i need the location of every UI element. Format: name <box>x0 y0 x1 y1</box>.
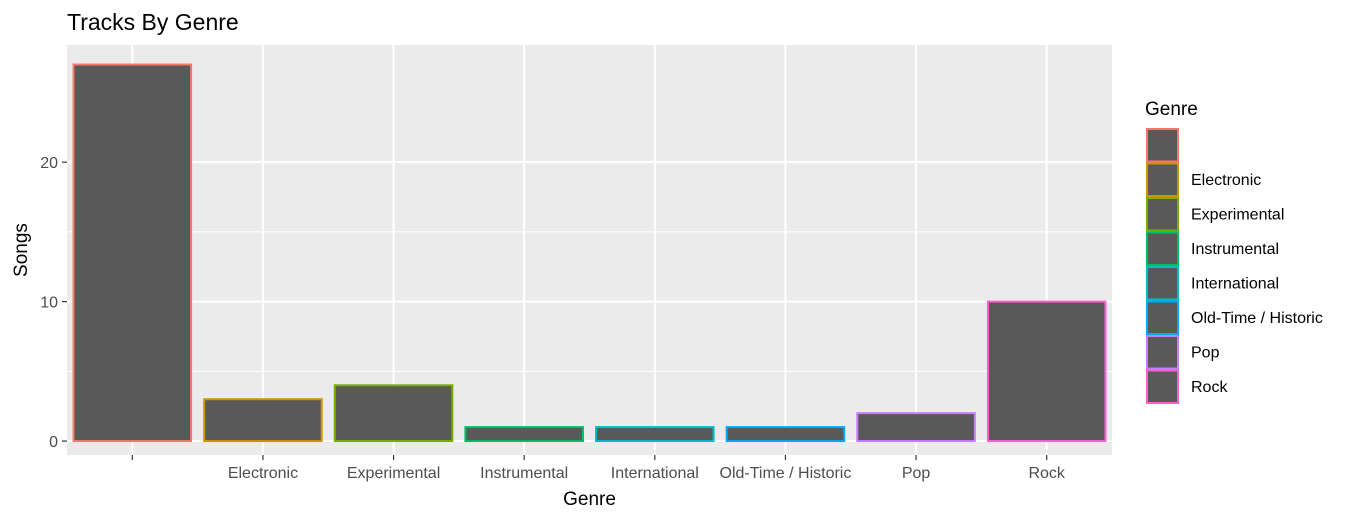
legend-label: Instrumental <box>1191 241 1279 258</box>
y-tick-label: 0 <box>49 434 58 451</box>
legend-title: Genre <box>1145 99 1198 120</box>
legend-label: International <box>1191 275 1279 292</box>
legend-key <box>1146 369 1179 404</box>
legend-label: Old-Time / Historic <box>1191 310 1323 327</box>
legend-key <box>1146 231 1179 266</box>
legend-label: Pop <box>1191 344 1220 361</box>
bar <box>72 63 193 443</box>
legend-label: Experimental <box>1191 206 1284 223</box>
bar <box>203 398 323 443</box>
y-tick-label: 20 <box>40 155 58 172</box>
y-axis: 0 10 20 <box>40 155 67 451</box>
legend-key <box>1146 300 1179 335</box>
x-tick-label: Old-Time / Historic <box>720 465 852 482</box>
legend-label: Electronic <box>1191 172 1261 189</box>
legend-key <box>1146 162 1179 197</box>
y-tick-label: 10 <box>40 295 58 312</box>
legend-key <box>1146 197 1179 232</box>
bar <box>595 426 715 443</box>
bar <box>986 300 1107 443</box>
chart-title: Tracks By Genre <box>67 9 239 35</box>
plot-panel <box>67 45 1112 455</box>
x-tick-label: Instrumental <box>480 465 568 482</box>
bar <box>725 426 846 443</box>
x-tick-label: Electronic <box>228 465 298 482</box>
x-tick-label: International <box>611 465 699 482</box>
legend-key <box>1146 335 1179 370</box>
bar <box>333 384 454 443</box>
bar <box>464 426 584 443</box>
legend-key <box>1146 266 1179 301</box>
legend-label: Rock <box>1191 379 1228 396</box>
bar <box>856 412 976 443</box>
x-tick-label: Rock <box>1028 465 1065 482</box>
legend-key <box>1146 128 1179 163</box>
x-tick-label: Pop <box>902 465 931 482</box>
x-axis-title: Genre <box>563 489 616 510</box>
bars-group <box>72 63 1107 443</box>
x-tick-label: Experimental <box>347 465 440 482</box>
x-axis: Electronic Experimental Instrumental Intern… <box>131 455 1066 482</box>
y-axis-title: Songs <box>11 223 32 277</box>
legend: Genre Electronic Experimental Instrumental… <box>1145 99 1323 404</box>
